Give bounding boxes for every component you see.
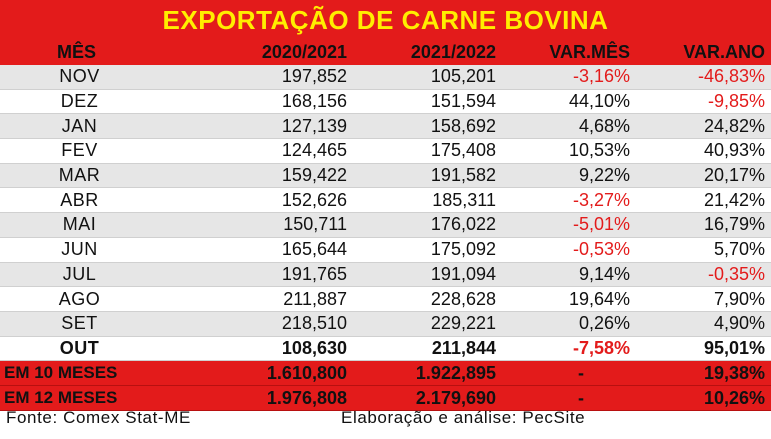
var-ano-cell: 24,82%	[636, 113, 771, 140]
table-row: MAR 159,422 191,582 9,22% 20,17%	[0, 163, 771, 189]
value-2021-2022: 185,311	[353, 187, 502, 214]
value-2020-2021: 191,765	[153, 262, 353, 288]
var-ano-cell: 95,01%	[636, 336, 771, 362]
table-row: JUL 191,765 191,094 9,14% -0,35%	[0, 262, 771, 288]
total-row-10-months: EM 10 MESES 1.610,800 1.922,895 - 19,38%	[0, 360, 771, 387]
var-mes-cell: 9,22%	[502, 163, 636, 189]
month-cell: JAN	[0, 113, 153, 140]
table-row: NOV 197,852 105,201 -3,16% -46,83%	[0, 65, 771, 90]
var-mes-cell: 44,10%	[502, 89, 636, 115]
total-2021-2022: 1.922,895	[353, 360, 502, 387]
table-body: NOV 197,852 105,201 -3,16% -46,83% DEZ 1…	[0, 65, 771, 412]
month-cell: DEZ	[0, 89, 153, 115]
value-2021-2022: 228,628	[353, 286, 502, 312]
value-2020-2021: 211,887	[153, 286, 353, 312]
var-mes-cell: -5,01%	[502, 212, 636, 238]
value-2021-2022: 175,092	[353, 237, 502, 263]
total-var-mes: -	[502, 385, 636, 412]
total-2021-2022: 2.179,690	[353, 385, 502, 412]
value-2021-2022: 151,594	[353, 89, 502, 115]
var-ano-cell: -9,85%	[636, 89, 771, 115]
total-row-12-months: EM 12 MESES 1.976,808 2.179,690 - 10,26%	[0, 385, 771, 412]
var-ano-cell: 5,70%	[636, 237, 771, 263]
var-mes-cell: -3,16%	[502, 65, 636, 90]
table-row: JAN 127,139 158,692 4,68% 24,82%	[0, 113, 771, 140]
table-row: DEZ 168,156 151,594 44,10% -9,85%	[0, 89, 771, 115]
export-table: MÊS 2020/2021 2021/2022 VAR.MÊS VAR.ANO …	[0, 39, 771, 412]
table-title: EXPORTAÇÃO DE CARNE BOVINA	[0, 0, 771, 40]
value-2021-2022: 176,022	[353, 212, 502, 238]
month-cell: ABR	[0, 187, 153, 214]
header-row: MÊS 2020/2021 2021/2022 VAR.MÊS VAR.ANO	[0, 39, 771, 65]
month-cell: SET	[0, 311, 153, 337]
total-var-ano: 10,26%	[636, 385, 771, 412]
var-ano-cell: -0,35%	[636, 262, 771, 288]
table-row: ABR 152,626 185,311 -3,27% 21,42%	[0, 187, 771, 214]
header-month: MÊS	[0, 39, 153, 65]
value-2020-2021: 197,852	[153, 65, 353, 90]
value-2020-2021: 159,422	[153, 163, 353, 189]
value-2020-2021: 168,156	[153, 89, 353, 115]
var-ano-cell: 4,90%	[636, 311, 771, 337]
header-2020-2021: 2020/2021	[153, 39, 353, 65]
source-note: Fonte: Comex Stat-ME	[6, 408, 191, 427]
var-mes-cell: -7,58%	[502, 336, 636, 362]
total-var-mes: -	[502, 360, 636, 387]
month-cell: AGO	[0, 286, 153, 312]
table-row: AGO 211,887 228,628 19,64% 7,90%	[0, 286, 771, 312]
var-ano-cell: 16,79%	[636, 212, 771, 238]
var-mes-cell: 4,68%	[502, 113, 636, 140]
total-2020-2021: 1.976,808	[153, 385, 353, 412]
value-2020-2021: 108,630	[153, 336, 353, 362]
month-cell: NOV	[0, 65, 153, 90]
table-row: MAI 150,711 176,022 -5,01% 16,79%	[0, 212, 771, 238]
month-cell: JUL	[0, 262, 153, 288]
value-2020-2021: 152,626	[153, 187, 353, 214]
month-cell: MAR	[0, 163, 153, 189]
footer: Fonte: Comex Stat-ME Elaboração e anális…	[0, 404, 771, 439]
header-var-mes: VAR.MÊS	[502, 39, 636, 65]
value-2020-2021: 127,139	[153, 113, 353, 140]
var-ano-cell: 40,93%	[636, 138, 771, 164]
total-2020-2021: 1.610,800	[153, 360, 353, 387]
value-2020-2021: 150,711	[153, 212, 353, 238]
var-ano-cell: -46,83%	[636, 65, 771, 90]
header-2021-2022: 2021/2022	[353, 39, 502, 65]
total-var-ano: 19,38%	[636, 360, 771, 387]
value-2021-2022: 191,582	[353, 163, 502, 189]
var-mes-cell: 10,53%	[502, 138, 636, 164]
var-mes-cell: -0,53%	[502, 237, 636, 263]
table-row: JUN 165,644 175,092 -0,53% 5,70%	[0, 237, 771, 263]
value-2020-2021: 165,644	[153, 237, 353, 263]
value-2020-2021: 124,465	[153, 138, 353, 164]
value-2021-2022: 158,692	[353, 113, 502, 140]
var-mes-cell: 9,14%	[502, 262, 636, 288]
value-2021-2022: 191,094	[353, 262, 502, 288]
var-mes-cell: -3,27%	[502, 187, 636, 214]
var-ano-cell: 20,17%	[636, 163, 771, 189]
month-cell: JUN	[0, 237, 153, 263]
table-row: FEV 124,465 175,408 10,53% 40,93%	[0, 138, 771, 164]
month-cell: FEV	[0, 138, 153, 164]
value-2020-2021: 218,510	[153, 311, 353, 337]
total-label: EM 12 MESES	[0, 385, 153, 412]
value-2021-2022: 229,221	[353, 311, 502, 337]
month-cell: OUT	[0, 336, 153, 362]
table-row-current-month: OUT 108,630 211,844 -7,58% 95,01%	[0, 336, 771, 362]
month-cell: MAI	[0, 212, 153, 238]
var-mes-cell: 19,64%	[502, 286, 636, 312]
value-2021-2022: 105,201	[353, 65, 502, 90]
var-ano-cell: 7,90%	[636, 286, 771, 312]
var-mes-cell: 0,26%	[502, 311, 636, 337]
header-var-ano: VAR.ANO	[636, 39, 771, 65]
total-label: EM 10 MESES	[0, 360, 153, 387]
value-2021-2022: 175,408	[353, 138, 502, 164]
var-ano-cell: 21,42%	[636, 187, 771, 214]
credit-note: Elaboração e análise: PecSite	[341, 408, 586, 427]
table-row: SET 218,510 229,221 0,26% 4,90%	[0, 311, 771, 337]
value-2021-2022: 211,844	[353, 336, 502, 362]
